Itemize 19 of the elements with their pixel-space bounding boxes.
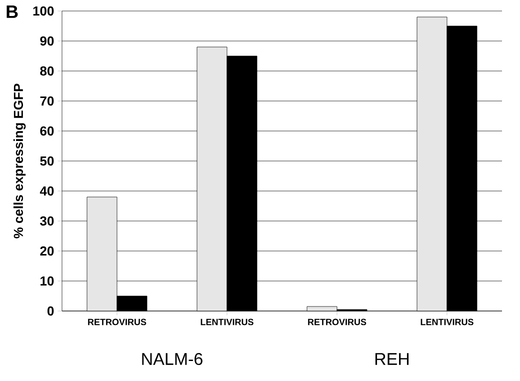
y-tick-label: 10 — [40, 276, 54, 286]
y-tick-label: 0 — [47, 306, 54, 316]
y-tick-label: 30 — [40, 216, 54, 226]
x-tick-label: LENTIVIRUS — [420, 318, 474, 326]
y-tick-label: 90 — [40, 36, 54, 46]
y-tick-label: 40 — [40, 186, 54, 196]
x-tick-label: RETROVIRUS — [88, 318, 146, 326]
y-tick-label: 60 — [40, 126, 54, 136]
text: NALM-6 — [142, 352, 202, 366]
y-axis-title: % cells expressing EGFP — [13, 84, 26, 238]
text: REH — [375, 353, 409, 365]
x-tick-label: RETROVIRUS — [308, 318, 366, 326]
y-tick-label: 50 — [40, 156, 54, 166]
y-tick-label: 20 — [40, 246, 54, 256]
x-tick-label: LENTIVIRUS — [200, 318, 254, 326]
y-tick-label: 80 — [40, 66, 54, 76]
chart-title: B — [6, 6, 18, 18]
y-tick-label: 100 — [33, 6, 54, 16]
y-tick-label: 70 — [40, 96, 54, 106]
